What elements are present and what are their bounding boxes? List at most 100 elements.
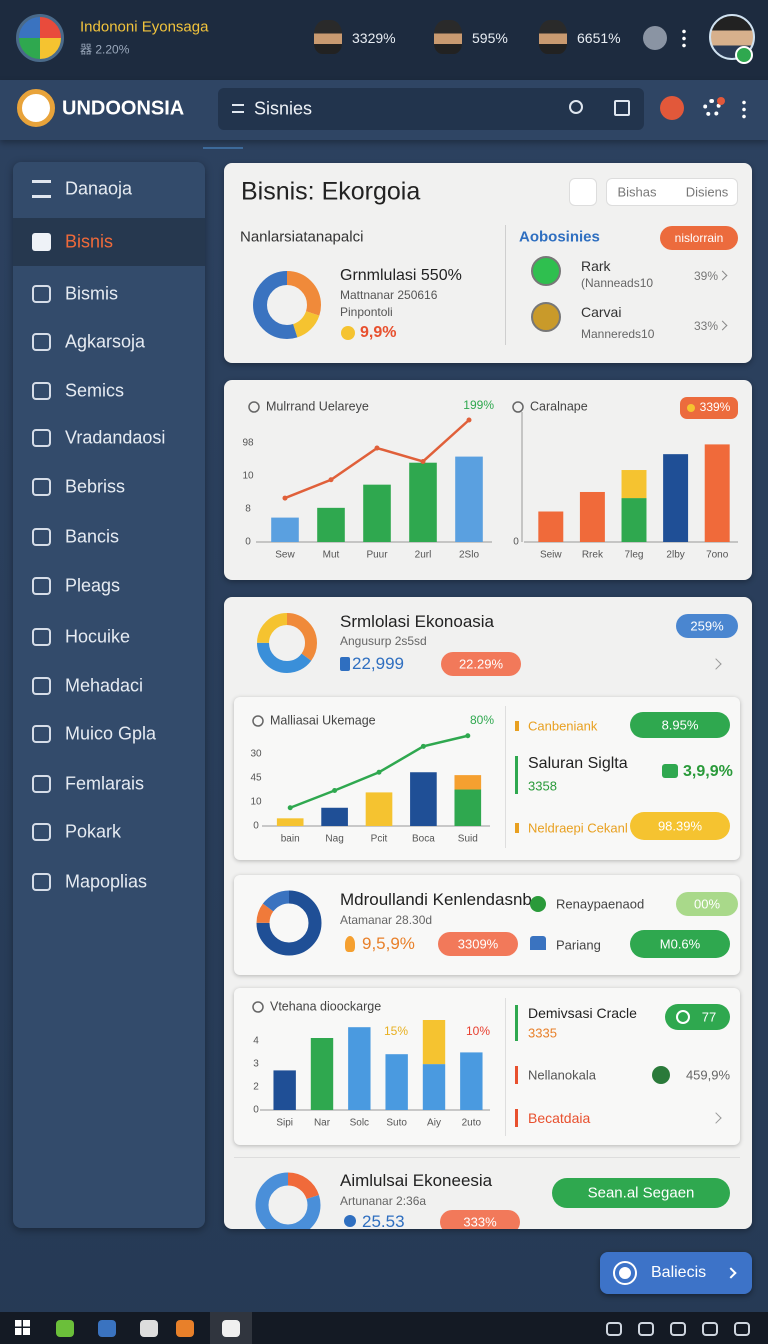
filter-icon[interactable] — [614, 100, 630, 116]
x-tick-label: Sipi — [276, 1118, 293, 1129]
taskbar-app[interactable] — [98, 1320, 116, 1337]
line-point — [466, 417, 472, 423]
action-button[interactable] — [660, 226, 738, 250]
x-tick-label: Nar — [314, 1118, 331, 1129]
start-icon[interactable] — [15, 1320, 30, 1335]
bar — [409, 462, 437, 542]
x-tick-label: Rrek — [582, 550, 604, 561]
tray-icon[interactable] — [702, 1322, 718, 1336]
chevron[interactable] — [710, 658, 722, 670]
chevron[interactable] — [717, 270, 728, 281]
taskbar-app[interactable] — [140, 1320, 158, 1337]
bar — [310, 1038, 334, 1110]
x-tick-label: Suto — [386, 1118, 407, 1129]
nav-dots[interactable] — [742, 99, 746, 119]
bar — [363, 484, 391, 542]
pill-text: 333% — [463, 1214, 497, 1230]
badge[interactable] — [438, 932, 518, 956]
chart: Vtehana dioockarge 0 2 3 4 Sipi Nar Solc Suto Aiy… — [252, 999, 490, 1129]
value-button[interactable] — [676, 892, 738, 916]
action-button[interactable] — [552, 1178, 730, 1208]
chart-title: Caralnape — [530, 399, 588, 413]
x-tick-label: Nag — [325, 834, 343, 845]
accent-bar — [515, 1005, 518, 1041]
value-button[interactable] — [630, 930, 730, 958]
item-name: Rark — [581, 258, 611, 274]
sync-icon[interactable] — [643, 26, 667, 50]
tray-icon[interactable] — [638, 1322, 654, 1336]
y-tick-label: 10 — [242, 471, 254, 482]
chart-icon — [252, 1001, 264, 1013]
badge[interactable] — [440, 1210, 520, 1229]
value-button[interactable] — [665, 1004, 730, 1030]
line-point — [420, 458, 426, 464]
search-icon[interactable] — [569, 100, 583, 114]
chart-icon — [512, 401, 524, 413]
bar — [273, 1070, 296, 1110]
item-icon — [531, 302, 561, 332]
item-label: Saluran Siglta — [528, 755, 628, 772]
menu-dots[interactable] — [682, 28, 686, 48]
tray-icon[interactable] — [606, 1322, 622, 1336]
donut-segment — [255, 1172, 321, 1229]
sidebar-icon — [32, 180, 51, 198]
pill-text: 8.95% — [661, 717, 699, 733]
pill-text: 98.39% — [657, 818, 703, 834]
chart-icon — [248, 401, 260, 413]
settings-icon[interactable] — [703, 99, 721, 117]
search-button[interactable] — [569, 178, 597, 206]
badge[interactable] — [441, 652, 521, 676]
accent-bar — [515, 756, 518, 794]
donut-segment — [257, 613, 317, 673]
bar — [704, 444, 730, 542]
item-icon — [531, 256, 561, 286]
x-tick-label: 2uto — [462, 1118, 482, 1129]
chevron[interactable] — [710, 1112, 722, 1124]
bar — [454, 789, 482, 826]
chart-title: Mulrrand Uelareye — [266, 399, 369, 413]
sidebar-icon — [32, 478, 51, 496]
badge-icon — [687, 404, 695, 412]
section-heading: Nanlarsiatanapalci — [240, 228, 364, 246]
status-bar — [0, 0, 768, 80]
separator — [234, 1157, 740, 1158]
tray-icon[interactable] — [670, 1322, 686, 1336]
sidebar-icon — [32, 873, 51, 891]
item-sub: 3335 — [528, 1025, 557, 1041]
bar — [422, 1064, 446, 1110]
bar — [663, 454, 689, 542]
bar — [410, 772, 437, 826]
chart: Mulrrand Uelareye 0 8 10 98 Sew Mut Puur 2url 2Sl… — [242, 398, 494, 561]
sidebar-label: Bancis — [65, 526, 120, 547]
stat-avatar — [539, 20, 567, 54]
sidebar-label: Bisnis — [65, 231, 114, 252]
donut-value: 9,9% — [360, 324, 397, 341]
x-tick-label: Solc — [350, 1118, 369, 1129]
item-sub: Mannereds10 — [581, 327, 655, 341]
chevron[interactable] — [717, 320, 728, 331]
badge[interactable] — [676, 614, 738, 638]
badge-text: 339% — [700, 400, 731, 414]
accent-bar — [515, 1109, 518, 1127]
item-value: 39% — [693, 269, 719, 283]
taskbar-app[interactable] — [176, 1320, 194, 1337]
user-badge — [735, 46, 753, 64]
pill-text: 77 — [701, 1009, 717, 1025]
sidebar-icon — [32, 775, 51, 793]
item-bullet — [515, 721, 519, 731]
taskbar-app[interactable] — [56, 1320, 74, 1337]
x-tick-label: Puur — [366, 550, 388, 561]
x-tick-label: Boca — [412, 834, 435, 845]
projection-panel: Mdroullandi Kenlendasnb Atamanar 28.30d 9,… — [234, 875, 740, 975]
value-button[interactable] — [630, 812, 730, 840]
taskbar-app[interactable] — [222, 1320, 240, 1337]
stat-value: 6651% — [577, 30, 621, 46]
notify-icon[interactable] — [660, 96, 684, 120]
tray-icon[interactable] — [734, 1322, 750, 1336]
pill-text: 00% — [693, 896, 721, 912]
y-tick-label: 8 — [245, 504, 251, 515]
divider — [505, 998, 506, 1136]
value-button[interactable] — [630, 712, 730, 738]
bar — [317, 507, 345, 542]
sidebar-icon — [32, 528, 51, 546]
